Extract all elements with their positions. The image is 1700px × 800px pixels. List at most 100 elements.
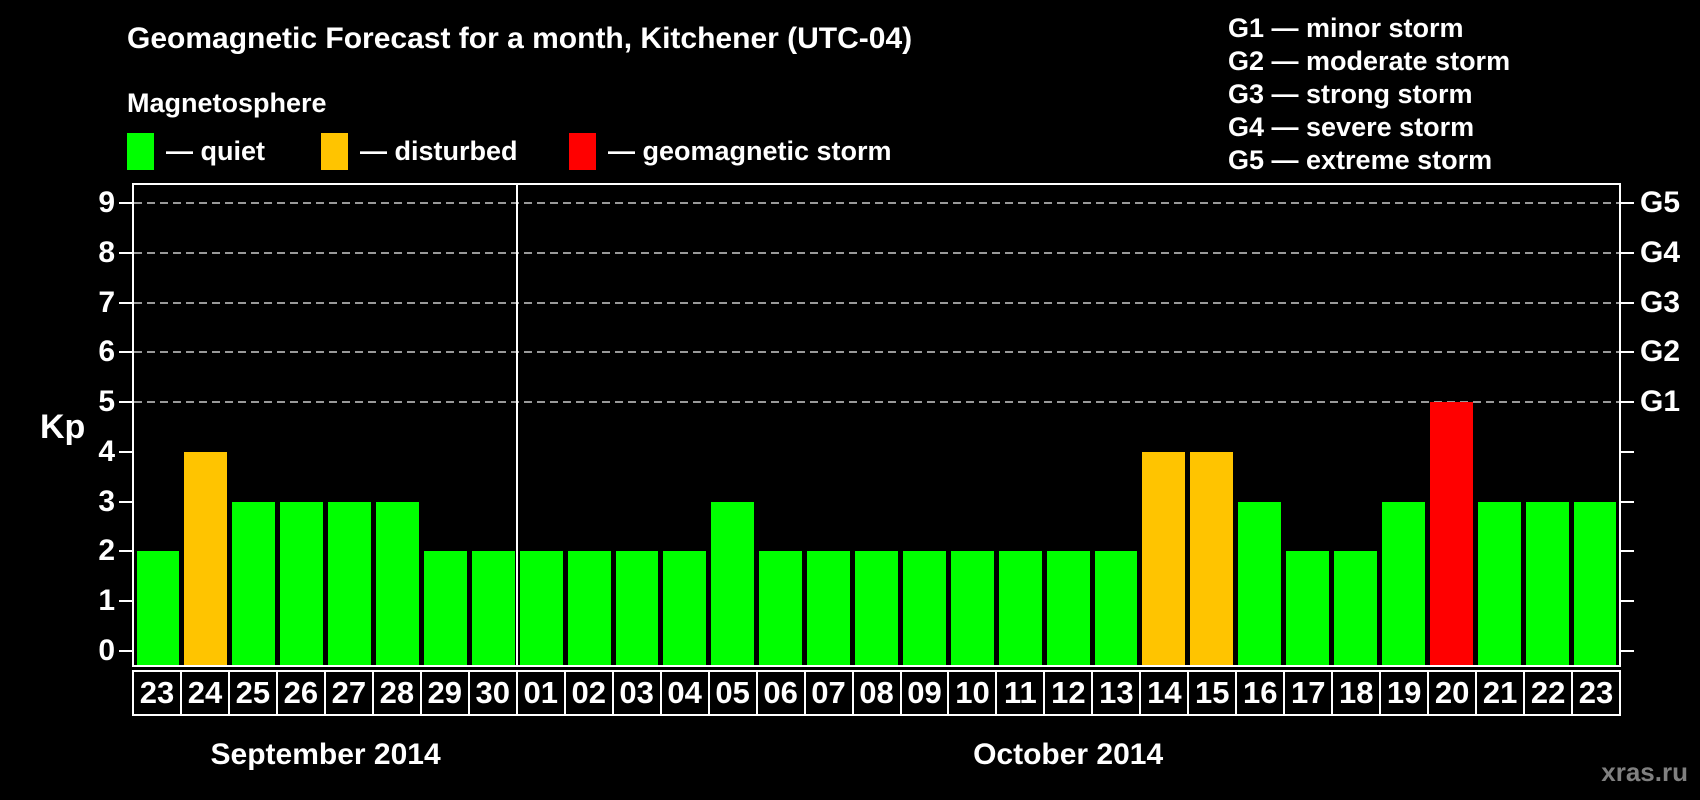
gridline-kp-9 <box>134 201 1619 204</box>
right-tick-kp-5 <box>1621 401 1634 404</box>
gridline-kp-6 <box>134 351 1619 354</box>
y-tick-label-1: 1 <box>98 584 115 618</box>
plot-area: 0 1 2 3 4 5 6 7 8 9 G1 G2 G3 G4 G5 <box>98 183 1680 667</box>
legend-item-disturbed: — disturbed <box>321 131 518 171</box>
kp-bar-sep-25 <box>232 501 276 665</box>
kp-bar-oct-01 <box>519 551 563 665</box>
day-cell-oct-04: 04 <box>659 670 710 716</box>
right-axis-label-g2: G2 <box>1640 335 1681 369</box>
left-tick-kp-2 <box>119 550 132 553</box>
month-separator-line <box>516 185 519 665</box>
kp-bar-oct-14 <box>1142 451 1186 665</box>
storm-scale-g3: G3 — strong storm <box>1228 79 1473 109</box>
gridline-kp-8 <box>134 251 1619 254</box>
kp-bar-oct-18 <box>1334 551 1377 665</box>
quiet-color-swatch <box>127 132 154 170</box>
kp-bar-sep-24 <box>184 451 228 665</box>
day-cell-sep-25: 25 <box>227 670 278 716</box>
storm-scale-legend: G1 — minor storm G2 — moderate storm G3 … <box>1228 12 1510 177</box>
kp-bar-sep-30 <box>471 551 515 665</box>
storm-scale-g1: G1 — minor storm <box>1228 13 1464 43</box>
kp-bar-sep-26 <box>280 501 324 665</box>
month-label-september: September 2014 <box>210 738 441 771</box>
left-tick-kp-7 <box>119 301 132 304</box>
gridline-kp-7 <box>134 301 1619 304</box>
kp-bar-sep-27 <box>328 501 371 665</box>
legend-item-storm: — geomagnetic storm <box>569 131 892 171</box>
day-cell-sep-28: 28 <box>371 670 422 716</box>
day-cell-oct-08: 08 <box>851 670 902 716</box>
storm-scale-g5: G5 — extreme storm <box>1228 145 1493 175</box>
x-axis-day-labels: 23 24 25 26 27 28 29 30 01 02 03 04 05 06 07 08 09 10 11 12… <box>132 670 1622 716</box>
day-cell-oct-22: 22 <box>1523 670 1574 716</box>
day-cell-oct-01: 01 <box>515 670 566 716</box>
left-tick-kp-4 <box>119 450 132 453</box>
chart-title: Geomagnetic Forecast for a month, Kitche… <box>127 22 913 55</box>
right-tick-kp-3 <box>1621 500 1634 503</box>
kp-bar-oct-11 <box>998 551 1042 665</box>
y-tick-label-8: 8 <box>98 235 115 269</box>
kp-bar-oct-02 <box>567 551 611 665</box>
right-tick-kp-9 <box>1621 201 1634 204</box>
watermark: xras.ru <box>1601 757 1688 787</box>
y-tick-label-6: 6 <box>98 335 115 369</box>
kp-bar-sep-28 <box>376 501 419 665</box>
day-cell-oct-11: 11 <box>995 670 1046 716</box>
kp-bar-oct-19 <box>1381 501 1425 665</box>
day-cell-oct-19: 19 <box>1379 670 1430 716</box>
day-cell-sep-29: 29 <box>419 670 470 716</box>
day-cell-oct-09: 09 <box>899 670 950 716</box>
kp-bar-oct-07 <box>807 551 851 665</box>
left-tick-kp-8 <box>119 251 132 254</box>
kp-bar-oct-17 <box>1286 551 1330 665</box>
day-cell-oct-18: 18 <box>1331 670 1382 716</box>
legend-heading: Magnetosphere <box>127 88 327 118</box>
storm-scale-g2: G2 — moderate storm <box>1228 46 1511 76</box>
right-tick-kp-0 <box>1621 650 1634 652</box>
day-cell-oct-02: 02 <box>563 670 614 716</box>
right-tick-kp-8 <box>1621 251 1634 254</box>
kp-bar-oct-12 <box>1046 551 1090 665</box>
kp-bar-oct-22 <box>1525 501 1569 665</box>
right-tick-kp-7 <box>1621 301 1634 304</box>
day-cell-sep-26: 26 <box>275 670 326 716</box>
day-cell-oct-16: 16 <box>1235 670 1286 716</box>
right-axis-label-g3: G3 <box>1640 285 1681 319</box>
left-tick-kp-6 <box>119 351 132 354</box>
y-axis-label: Kp <box>40 408 86 446</box>
right-tick-kp-4 <box>1621 450 1634 453</box>
storm-scale-g4: G4 — severe storm <box>1228 112 1475 142</box>
kp-bar-oct-09 <box>902 551 946 665</box>
y-tick-label-3: 3 <box>98 484 115 518</box>
kp-bar-oct-16 <box>1238 501 1282 665</box>
left-tick-kp-9 <box>119 201 132 204</box>
kp-bar-oct-21 <box>1477 501 1521 665</box>
legend-label-quiet: — quiet <box>166 135 265 166</box>
storm-color-swatch <box>569 132 596 170</box>
right-tick-kp-1 <box>1621 600 1634 603</box>
legend-label-disturbed: — disturbed <box>360 135 518 166</box>
kp-bar-oct-10 <box>950 551 994 665</box>
day-cell-oct-10: 10 <box>947 670 998 716</box>
kp-bar-sep-23 <box>136 551 180 665</box>
left-tick-kp-1 <box>119 600 132 603</box>
day-cell-oct-14: 14 <box>1139 670 1190 716</box>
month-label-october: October 2014 <box>973 738 1164 771</box>
y-tick-label-4: 4 <box>98 434 115 468</box>
kp-bar-oct-08 <box>855 551 898 665</box>
day-cell-sep-27: 27 <box>323 670 374 716</box>
day-cell-oct-03: 03 <box>611 670 662 716</box>
kp-bar-oct-03 <box>615 551 659 665</box>
kp-bar-oct-20 <box>1429 402 1473 665</box>
left-tick-kp-5 <box>119 401 132 404</box>
kp-bar-oct-13 <box>1094 551 1138 665</box>
right-axis-label-g4: G4 <box>1640 235 1681 269</box>
right-tick-kp-2 <box>1621 550 1634 553</box>
y-tick-label-0: 0 <box>98 634 115 667</box>
day-cell-oct-15: 15 <box>1187 670 1238 716</box>
kp-bar-oct-05 <box>711 501 755 665</box>
kp-bar-sep-29 <box>423 551 467 665</box>
day-cell-oct-21: 21 <box>1475 670 1526 716</box>
day-cell-oct-05: 05 <box>707 670 758 716</box>
kp-bar-oct-23 <box>1573 501 1617 665</box>
